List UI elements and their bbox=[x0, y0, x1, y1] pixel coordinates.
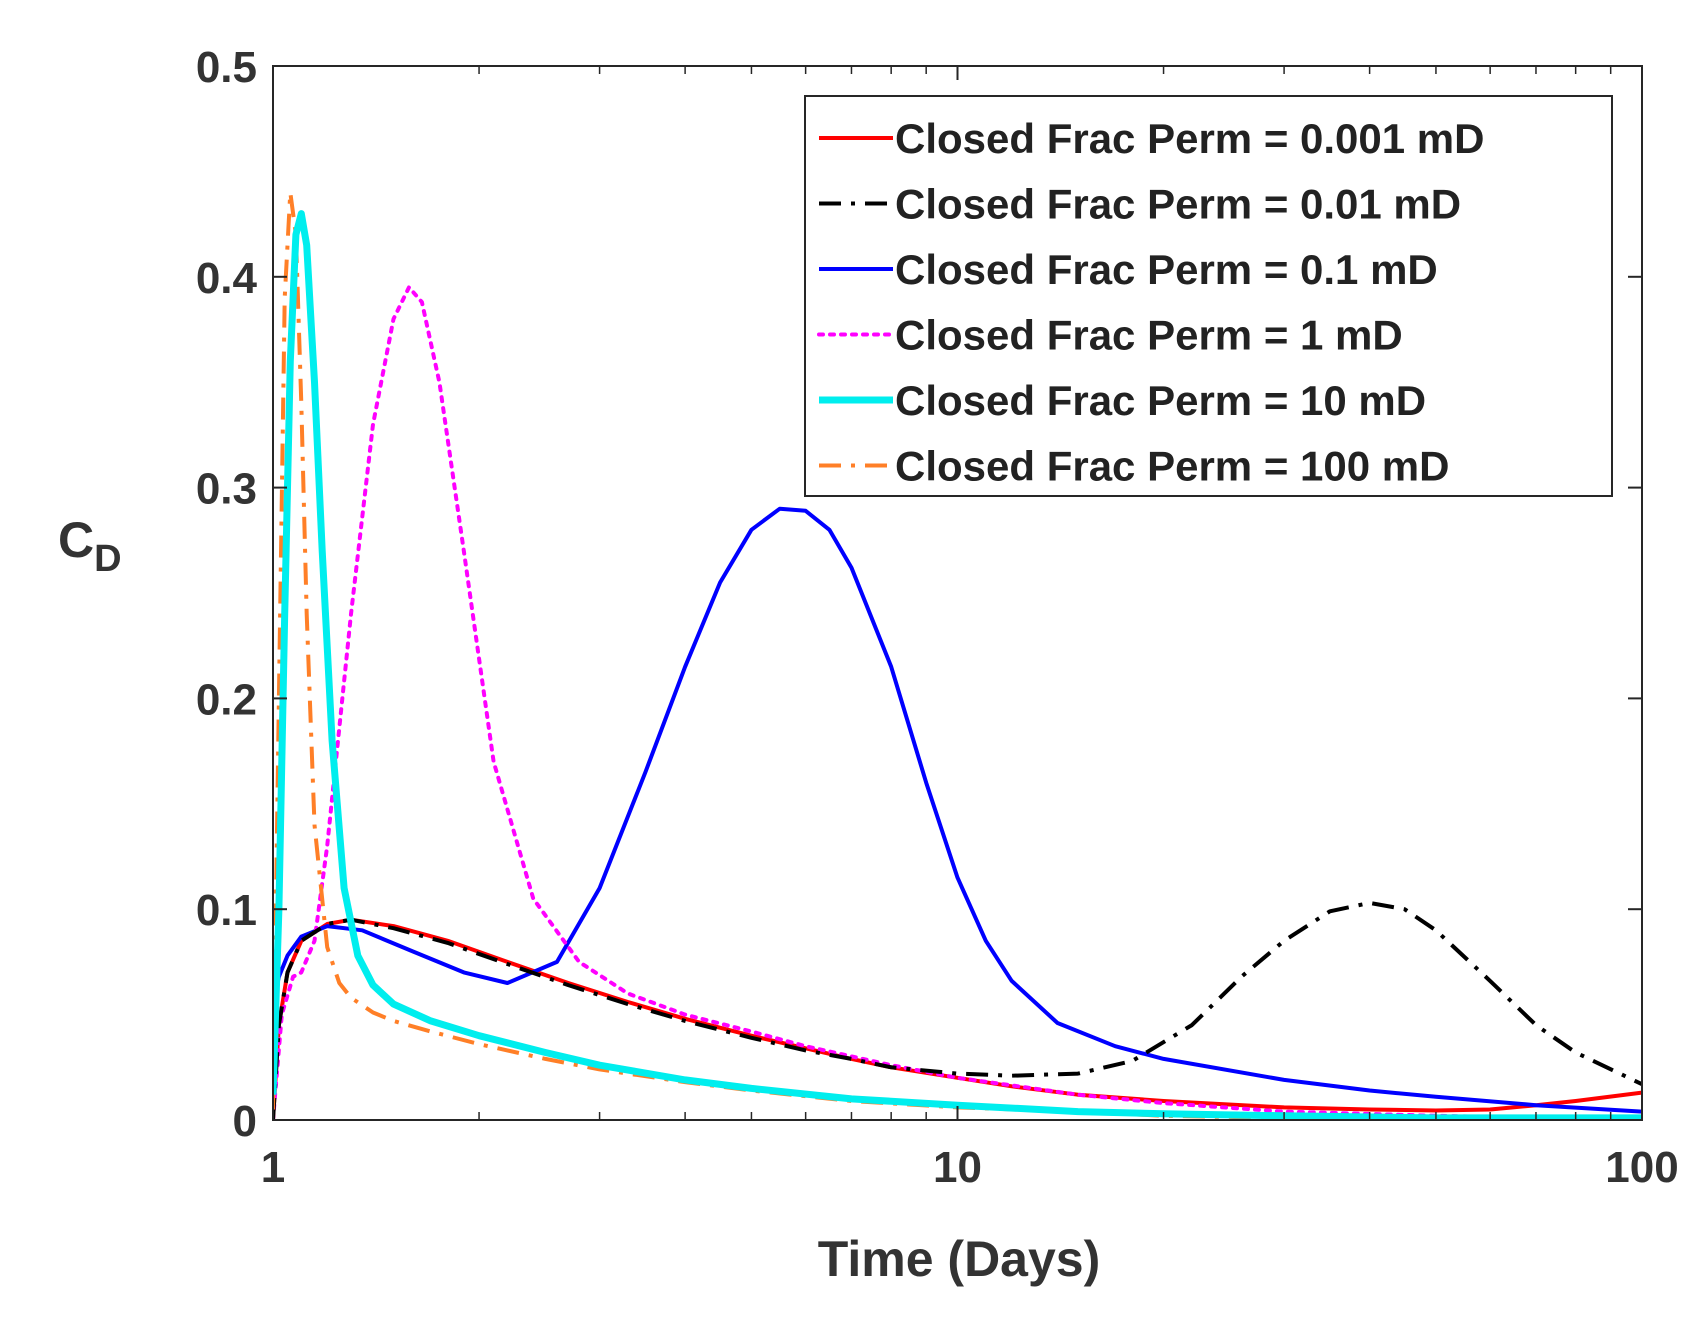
legend: Closed Frac Perm = 0.001 mD Closed Frac P… bbox=[804, 95, 1613, 497]
y-tick-label-2: 0.2 bbox=[196, 675, 257, 724]
y-axis-label: CD bbox=[58, 512, 122, 580]
legend-label-4: Closed Frac Perm = 1 mD bbox=[895, 312, 1403, 359]
x-tick-label-1: 10 bbox=[933, 1143, 982, 1192]
y-tick-label-5: 0.5 bbox=[196, 43, 257, 92]
series-line-6 bbox=[273, 190, 1642, 1120]
series-line-3 bbox=[273, 506, 1642, 1114]
y-axis-label-main: C bbox=[58, 512, 94, 568]
series-line-5 bbox=[273, 210, 1642, 1120]
legend-label-6: Closed Frac Perm = 100 mD bbox=[895, 443, 1449, 490]
y-axis-label-sub: D bbox=[94, 538, 121, 580]
legend-box bbox=[804, 95, 1613, 497]
y-tick-label-1: 0.1 bbox=[196, 886, 257, 935]
x-tick-label-0: 1 bbox=[261, 1143, 285, 1192]
y-tick-label-3: 0.3 bbox=[196, 465, 257, 514]
x-axis-label: Time (Days) bbox=[818, 1231, 1101, 1287]
legend-label-3: Closed Frac Perm = 0.1 mD bbox=[895, 246, 1438, 293]
y-tick-label-4: 0.4 bbox=[196, 254, 258, 303]
plot-lines bbox=[273, 190, 1642, 1120]
legend-label-1: Closed Frac Perm = 0.001 mD bbox=[895, 115, 1484, 162]
ticks: 1 10 100 0 0.1 0.2 0.3 0.4 0.5 bbox=[196, 43, 1679, 1192]
x-tick-label-2: 100 bbox=[1605, 1143, 1678, 1192]
legend-label-5: Closed Frac Perm = 10 mD bbox=[895, 377, 1426, 424]
legend-label-2: Closed Frac Perm = 0.01 mD bbox=[895, 181, 1461, 228]
y-tick-label-0: 0 bbox=[233, 1097, 257, 1146]
series-line-1 bbox=[273, 917, 1642, 1120]
